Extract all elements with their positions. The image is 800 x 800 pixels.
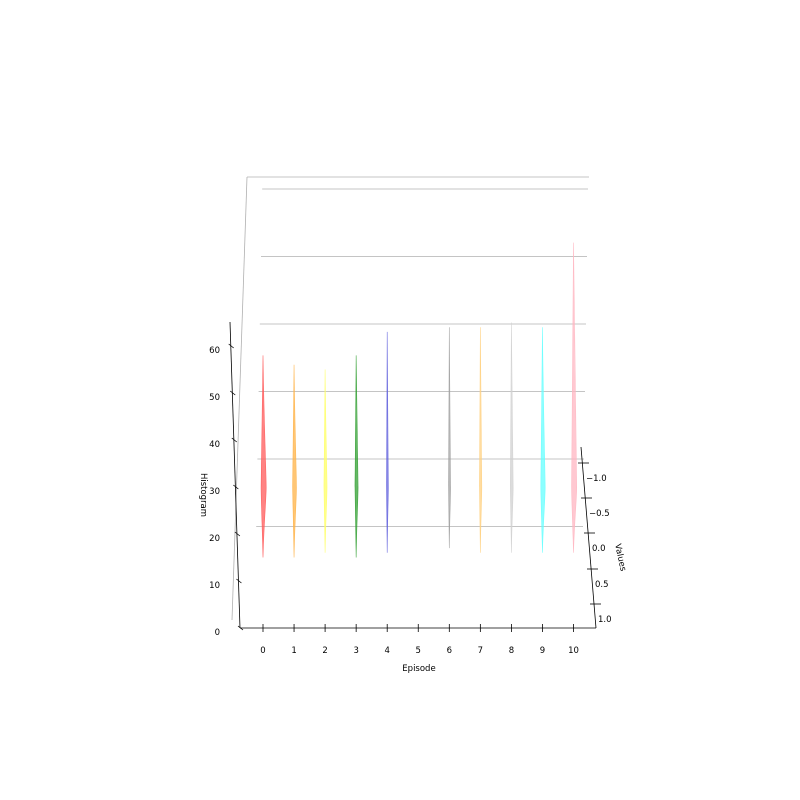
z-tick-label-2: 20 [209,534,220,544]
x-tick-label-3: 3 [353,646,358,656]
z-tick-1 [236,578,242,584]
x-tick-label-5: 5 [416,646,421,656]
y-tick-label-1: −0.5 [589,509,610,519]
x-tick-label-4: 4 [384,646,389,656]
y-tick-label-0: −1.0 [586,474,607,484]
ridge-series [260,242,578,558]
ridge-episode-10 [571,242,578,553]
y-tick-label-4: 1.0 [598,615,612,625]
z-tick-4 [231,437,238,443]
y-tick-label-3: 0.5 [595,580,609,590]
x-tick-label-1: 1 [291,646,296,656]
y-axis-title: Values [612,543,628,573]
z-tick-label-5: 50 [209,393,220,403]
y-axis-line [580,446,597,629]
x-tick-label-7: 7 [478,646,483,656]
z-axis-line [229,321,241,629]
ridge-episode-9 [540,327,546,553]
ridge-episode-2 [323,369,328,553]
ridge-episode-4 [386,331,389,553]
ridge-episode-7 [479,327,483,553]
ridge-episode-1 [292,364,297,558]
ridge-episode-3 [354,355,359,558]
x-tick-label-10: 10 [568,646,579,656]
y-tick-label-2: 0.0 [592,544,606,554]
ridge-episode-8 [510,322,514,553]
back-wall-gridlines [231,176,589,621]
z-tick-label-0: 0 [215,628,220,638]
z-tick-3 [233,484,239,490]
x-tick-label-0: 0 [260,646,265,656]
x-tick-label-6: 6 [447,646,452,656]
z-axis-title: Histogram [198,473,208,517]
x-tick-label-8: 8 [509,646,514,656]
x-tick-label-9: 9 [540,646,545,656]
x-axis-title: Episode [402,664,435,674]
z-tick-label-3: 30 [209,487,220,497]
z-tick-label-1: 10 [209,581,220,591]
ridge-episode-0 [260,355,267,558]
z-tick-label-6: 60 [209,346,220,356]
axes: 0 10 20 30 40 50 60 0 1 2 3 4 5 6 7 8 9 10 −1.0 −0.5 0.0 0.5 1… [209,321,612,656]
z-tick-6 [228,343,234,349]
z-tick-2 [234,531,241,537]
back-wall-edge [231,176,248,621]
x-tick-label-2: 2 [322,646,327,656]
z-tick-5 [229,390,236,396]
z-tick-label-4: 40 [209,440,220,450]
ridge-episode-6 [448,327,451,549]
